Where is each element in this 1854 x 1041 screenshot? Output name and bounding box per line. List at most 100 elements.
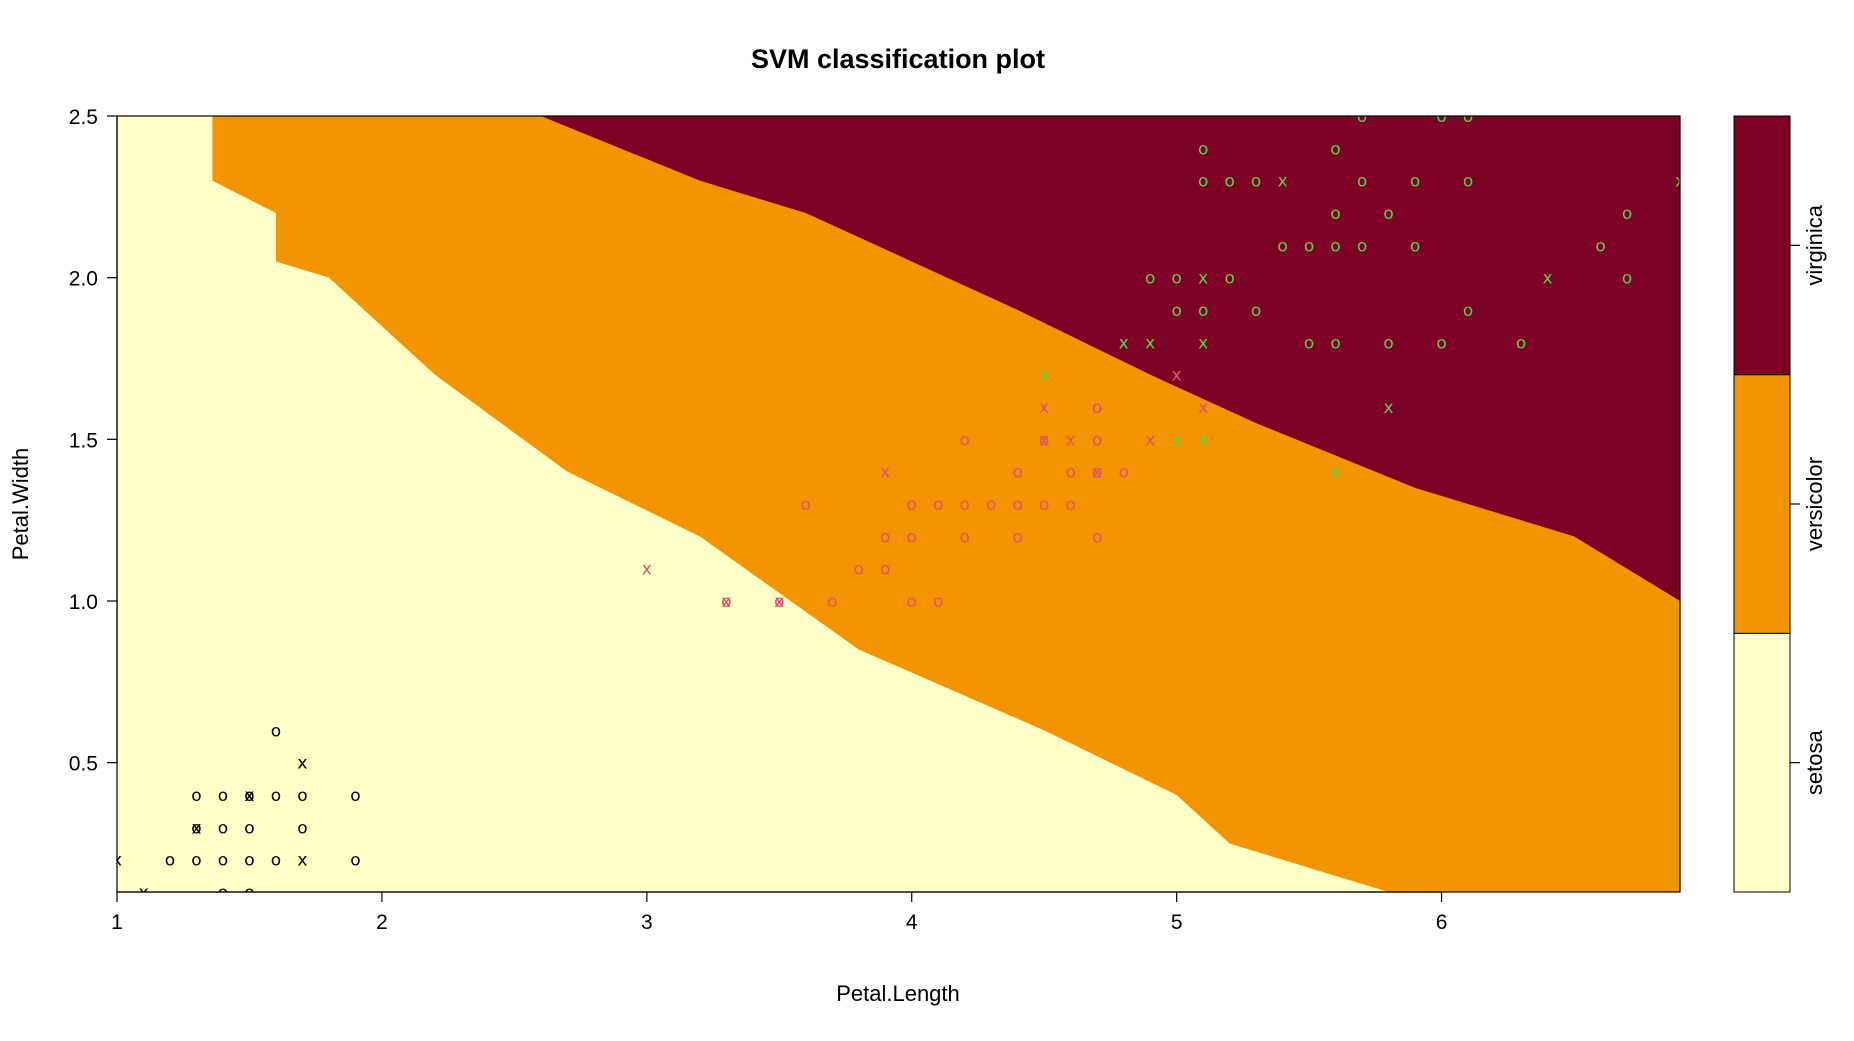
point-versicolor: o — [1039, 495, 1049, 515]
point-versicolor: x — [880, 463, 890, 483]
point-versicolor: x — [774, 592, 784, 612]
region-virginica — [540, 116, 1680, 601]
point-virginica: o — [1410, 172, 1420, 192]
legend-swatch-setosa — [1733, 632, 1791, 893]
point-virginica: o — [1145, 269, 1155, 289]
point-virginica: o — [1383, 204, 1393, 224]
point-versicolor: o — [1065, 495, 1075, 515]
point-virginica: o — [1304, 333, 1314, 353]
point-setosa: x — [244, 786, 254, 806]
point-virginica: o — [1224, 172, 1234, 192]
point-versicolor: x — [1198, 398, 1208, 418]
point-virginica: o — [1463, 172, 1473, 192]
point-versicolor: o — [721, 592, 731, 612]
y-axis: 0.5 1.0 1.5 2.0 2.5 — [69, 106, 118, 776]
point-setosa: o — [297, 786, 307, 806]
point-versicolor: o — [1118, 463, 1128, 483]
point-virginica: x — [1543, 269, 1553, 289]
point-virginica: x — [1331, 463, 1341, 483]
point-setosa: o — [350, 851, 360, 871]
point-versicolor: o — [1065, 463, 1075, 483]
point-virginica: o — [1463, 107, 1473, 127]
point-virginica: o — [1622, 269, 1632, 289]
point-setosa: o — [218, 883, 228, 903]
point-virginica: o — [1304, 236, 1314, 256]
x-tick-label: 5 — [1171, 911, 1183, 934]
point-versicolor: o — [774, 592, 784, 612]
point-virginica: o — [1198, 172, 1208, 192]
point-versicolor: o — [907, 592, 917, 612]
point-setosa: o — [244, 883, 254, 903]
point-versicolor: x — [1039, 430, 1049, 450]
point-versicolor: o — [960, 495, 970, 515]
point-versicolor: o — [854, 560, 864, 580]
point-versicolor: x — [1145, 430, 1155, 450]
x-axis: 1 2 3 4 5 6 — [111, 891, 1448, 934]
point-virginica: o — [1436, 333, 1446, 353]
point-setosa: o — [271, 786, 281, 806]
y-tick-label: 1.0 — [69, 591, 98, 614]
point-setosa: o — [191, 818, 201, 838]
point-setosa: x — [138, 883, 148, 903]
point-virginica: x — [1198, 269, 1208, 289]
y-tick-label: 0.5 — [69, 753, 98, 776]
point-setosa: o — [244, 786, 254, 806]
y-tick-label: 2.0 — [69, 268, 98, 291]
point-virginica: o — [1436, 107, 1446, 127]
point-versicolor: o — [1092, 430, 1102, 450]
point-versicolor: o — [827, 592, 837, 612]
x-tick-label: 1 — [111, 911, 123, 934]
point-versicolor: o — [907, 527, 917, 547]
point-versicolor: o — [1013, 463, 1023, 483]
point-setosa: o — [218, 786, 228, 806]
point-virginica: o — [1357, 107, 1367, 127]
point-setosa: o — [218, 818, 228, 838]
point-virginica: o — [1198, 139, 1208, 159]
point-versicolor: o — [986, 495, 996, 515]
point-virginica: x — [1675, 172, 1685, 192]
point-versicolor: x — [721, 592, 731, 612]
point-setosa: x — [191, 818, 201, 838]
legend-label-setosa: setosa — [1802, 729, 1827, 795]
point-setosa: o — [350, 786, 360, 806]
point-versicolor: o — [960, 527, 970, 547]
point-versicolor: o — [933, 592, 943, 612]
point-virginica: x — [1145, 333, 1155, 353]
legend-swatch-versicolor — [1733, 374, 1791, 634]
point-versicolor: o — [933, 495, 943, 515]
x-tick-label: 3 — [641, 911, 653, 934]
point-setosa: o — [218, 851, 228, 871]
point-versicolor: o — [1092, 527, 1102, 547]
point-virginica: o — [1198, 301, 1208, 321]
point-setosa: o — [191, 851, 201, 871]
point-setosa: o — [244, 851, 254, 871]
x-tick-label: 4 — [906, 911, 918, 934]
point-versicolor: o — [880, 527, 890, 547]
point-versicolor: x — [1066, 430, 1076, 450]
point-virginica: x — [1198, 333, 1208, 353]
point-virginica: o — [1277, 236, 1287, 256]
point-setosa: x — [297, 754, 307, 774]
point-setosa: o — [244, 818, 254, 838]
point-setosa: o — [191, 786, 201, 806]
x-tick-label: 2 — [376, 911, 388, 934]
point-virginica: o — [1224, 269, 1234, 289]
y-tick-label: 1.5 — [69, 429, 98, 452]
point-setosa: o — [165, 851, 175, 871]
point-versicolor: o — [1092, 398, 1102, 418]
point-virginica: x — [1039, 366, 1049, 386]
point-virginica: x — [1119, 333, 1129, 353]
x-tick-label: 6 — [1436, 911, 1448, 934]
point-virginica: o — [1622, 204, 1632, 224]
point-versicolor: o — [880, 560, 890, 580]
point-setosa: o — [271, 851, 281, 871]
point-virginica: o — [1330, 236, 1340, 256]
y-axis-label: Petal.Width — [8, 448, 33, 561]
point-virginica: o — [1357, 172, 1367, 192]
point-setosa: x — [112, 851, 122, 871]
legend-label-versicolor: versicolor — [1802, 457, 1827, 551]
point-virginica: x — [1172, 430, 1182, 450]
point-virginica: x — [1278, 172, 1288, 192]
